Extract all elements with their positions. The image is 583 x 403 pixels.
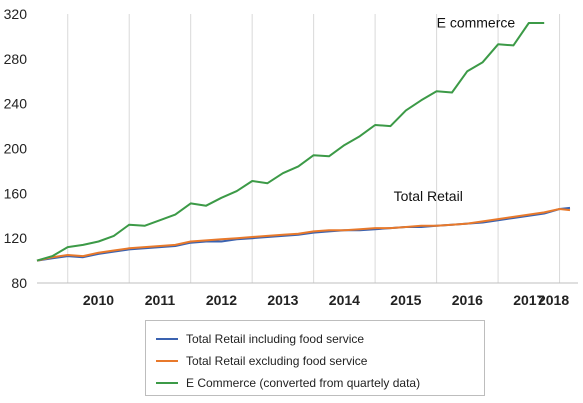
x-tick-label: 2012	[206, 292, 237, 308]
x-tick-label: 2015	[390, 292, 421, 308]
y-tick-label: 320	[4, 6, 28, 22]
x-tick-label: 2018	[538, 292, 569, 308]
y-tick-label: 120	[4, 230, 28, 246]
legend-label-ecommerce: E Commerce (converted from quartely data…	[186, 376, 421, 390]
legend-label-retail-excl: Total Retail excluding food service	[186, 354, 368, 368]
legend-swatch-ecommerce	[156, 382, 178, 384]
legend-item-retail-incl: Total Retail including food service	[156, 329, 364, 349]
legend-item-ecommerce: E Commerce (converted from quartely data…	[156, 373, 420, 393]
chart-annotations: E commerce Total Retail	[394, 14, 516, 204]
y-tick-label: 200	[4, 141, 28, 157]
x-tick-label: 2016	[452, 292, 483, 308]
chart-legend: Total Retail including food service Tota…	[145, 320, 485, 396]
annotation-1: Total Retail	[394, 188, 463, 204]
annotation-0: E commerce	[437, 14, 516, 30]
x-tick-label: 2014	[329, 292, 360, 308]
series-line-0	[36, 206, 571, 262]
series-line-1	[36, 208, 571, 262]
legend-swatch-retail-excl	[156, 360, 178, 362]
legend-label-retail-incl: Total Retail including food service	[186, 332, 365, 346]
series-lines	[36, 22, 571, 262]
x-tick-label: 2010	[83, 292, 114, 308]
y-axis-ticks: 80 120 160 200 240 280 320	[4, 6, 28, 291]
y-tick-label: 240	[4, 96, 28, 112]
legend-swatch-retail-incl	[156, 338, 178, 340]
x-tick-label: 2013	[267, 292, 298, 308]
y-tick-label: 280	[4, 51, 28, 67]
y-tick-label: 80	[11, 275, 27, 291]
x-tick-label: 2017	[513, 292, 544, 308]
series-line-2	[36, 22, 545, 262]
x-tick-label: 2011	[145, 292, 176, 308]
y-tick-label: 160	[4, 185, 28, 201]
vertical-gridlines	[67, 14, 561, 283]
legend-item-retail-excl: Total Retail excluding food service	[156, 351, 367, 371]
